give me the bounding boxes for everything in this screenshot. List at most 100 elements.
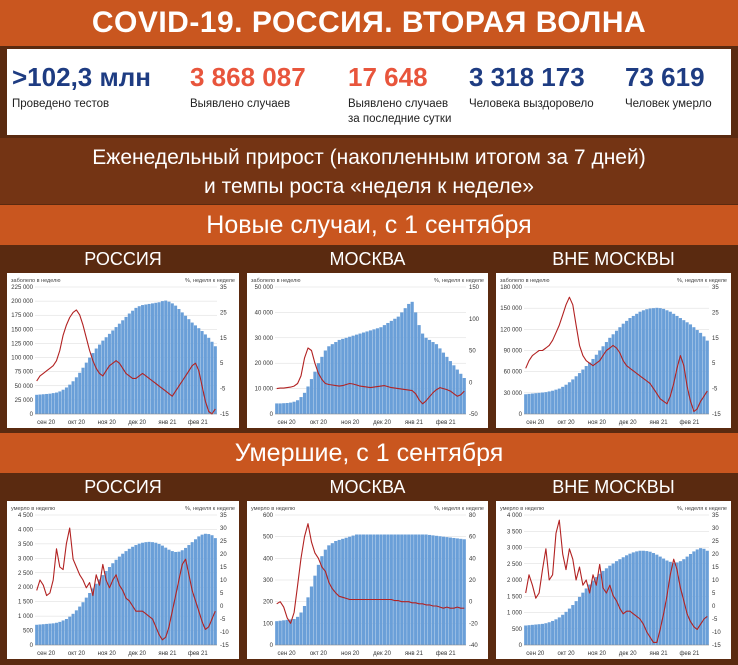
bar xyxy=(608,565,612,645)
right-tick-label: 0 xyxy=(220,604,224,610)
bar xyxy=(330,344,334,414)
bar xyxy=(421,333,425,414)
bar xyxy=(577,596,582,645)
column-header-moscow-deaths: МОСКВА xyxy=(247,474,488,501)
left-tick-label: 4 500 xyxy=(18,513,34,519)
bar xyxy=(527,393,531,414)
bar xyxy=(144,304,148,414)
right-axis-label: %, неделя к неделе xyxy=(185,506,235,512)
bar xyxy=(577,373,582,414)
bar xyxy=(295,616,300,645)
chart-moscow-cases: заболело в неделю %, неделя к неделе 0 10 0… xyxy=(247,273,488,428)
bar xyxy=(372,329,376,414)
x-tick-label: сен 20 xyxy=(526,651,545,657)
bar xyxy=(94,348,98,414)
subtitle-line1: Еженедельный прирост (накопленным итогом… xyxy=(92,146,646,169)
bar xyxy=(537,392,541,414)
bar xyxy=(547,391,551,414)
bar xyxy=(675,562,679,645)
growth-rate-line xyxy=(36,309,216,415)
bar xyxy=(534,393,538,414)
stat-deaths: 73 619 Человек умерло xyxy=(625,61,712,112)
bar xyxy=(45,623,49,645)
stats-panel: >102,3 млн Проведено тестов 3 868 087 Вы… xyxy=(7,49,731,135)
bar xyxy=(604,568,608,645)
bar xyxy=(174,305,178,414)
bar xyxy=(51,623,55,645)
bar xyxy=(534,624,538,645)
bar xyxy=(662,308,666,414)
growth-rate-line xyxy=(36,527,216,641)
stat-tests-value: >102,3 млн xyxy=(12,62,151,92)
bar xyxy=(275,403,279,414)
bar xyxy=(631,552,635,645)
stat-cases-value: 3 868 087 xyxy=(190,62,306,92)
x-tick-label: дек 20 xyxy=(619,420,637,426)
bar xyxy=(51,393,55,414)
cases-section-title: Новые случаи, с 1 сентября xyxy=(0,205,738,245)
bar xyxy=(358,333,362,414)
bar xyxy=(88,593,92,645)
bar xyxy=(289,619,293,645)
bar xyxy=(608,337,612,414)
bar xyxy=(375,328,380,414)
bar xyxy=(561,614,565,645)
bar xyxy=(104,571,108,645)
bar xyxy=(68,616,72,645)
bar xyxy=(655,554,659,645)
left-tick-label: 4 000 xyxy=(507,513,523,519)
bar xyxy=(71,613,75,645)
bar xyxy=(598,573,602,645)
bar xyxy=(309,379,314,414)
bar xyxy=(588,362,592,414)
left-axis-label: заболело в неделю xyxy=(500,278,549,284)
bar xyxy=(638,311,642,414)
right-tick-label: -5 xyxy=(712,387,718,393)
bar xyxy=(207,534,211,645)
right-axis-label: %, неделя к неделе xyxy=(434,506,484,512)
x-tick-label: янв 21 xyxy=(650,651,669,657)
x-tick-label: дек 20 xyxy=(619,651,637,657)
left-tick-label: 1 500 xyxy=(18,600,34,606)
bar xyxy=(111,330,115,414)
bar xyxy=(299,397,303,414)
x-tick-label: дек 20 xyxy=(128,420,146,426)
bar xyxy=(131,310,135,414)
growth-rate-line xyxy=(276,347,465,405)
bar xyxy=(164,300,168,414)
bar xyxy=(567,608,571,645)
bar xyxy=(705,550,709,645)
bar xyxy=(434,535,439,645)
right-tick-label: 25 xyxy=(712,539,719,545)
left-tick-label: 0 xyxy=(519,643,523,649)
bar xyxy=(527,625,531,645)
bar xyxy=(309,586,314,645)
right-tick-label: 15 xyxy=(220,336,227,342)
left-tick-label: 0 xyxy=(270,643,274,649)
bar xyxy=(81,602,85,645)
left-tick-label: 30 000 xyxy=(255,336,274,342)
bar xyxy=(455,538,459,645)
bar xyxy=(341,538,345,645)
bar xyxy=(705,340,709,414)
bar xyxy=(88,357,92,414)
bar xyxy=(618,327,622,414)
bar xyxy=(601,570,605,645)
right-axis-label: %, неделя к неделе xyxy=(185,278,235,284)
left-tick-label: 2 500 xyxy=(507,562,523,568)
x-tick-label: фев 21 xyxy=(188,651,208,657)
bar xyxy=(134,307,138,414)
bar xyxy=(382,534,386,645)
left-tick-label: 500 xyxy=(263,535,274,541)
right-tick-label: 35 xyxy=(220,513,227,519)
bar xyxy=(524,625,528,645)
x-tick-label: окт 20 xyxy=(310,420,328,426)
bar xyxy=(323,549,327,645)
bar xyxy=(702,336,706,414)
right-tick-label: -15 xyxy=(712,412,721,418)
bar xyxy=(688,324,693,414)
left-axis-label: умерло в неделю xyxy=(11,506,55,512)
stat-recovered-label: Человека выздоровело xyxy=(469,98,594,110)
growth-rate-line xyxy=(525,296,708,413)
